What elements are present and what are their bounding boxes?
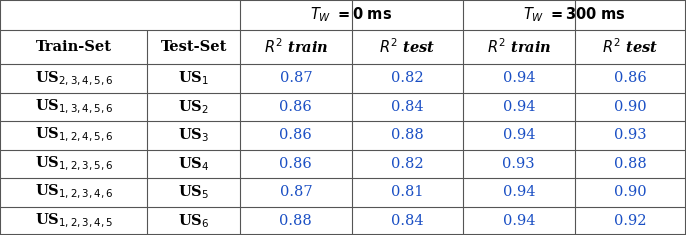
Text: 0.81: 0.81: [391, 185, 423, 199]
Text: 0.88: 0.88: [391, 128, 424, 142]
Text: US$_{1,2,3,4,6}$: US$_{1,2,3,4,6}$: [34, 183, 113, 201]
Text: 0.92: 0.92: [614, 214, 646, 228]
Text: 0.87: 0.87: [279, 185, 312, 199]
Text: US$_{1,2,3,4,5}$: US$_{1,2,3,4,5}$: [35, 212, 113, 230]
Text: 0.86: 0.86: [279, 128, 312, 142]
Text: 0.84: 0.84: [391, 214, 424, 228]
Text: US$_{1,2,4,5,6}$: US$_{1,2,4,5,6}$: [34, 126, 113, 145]
Text: 0.94: 0.94: [503, 128, 535, 142]
Text: Test-Set: Test-Set: [161, 40, 227, 54]
Text: 0.87: 0.87: [279, 71, 312, 85]
Text: US$_5$: US$_5$: [178, 184, 209, 201]
Text: 0.82: 0.82: [391, 71, 424, 85]
Text: US$_4$: US$_4$: [178, 155, 209, 173]
Text: 0.90: 0.90: [614, 100, 647, 114]
Text: 0.86: 0.86: [279, 100, 312, 114]
Text: 0.94: 0.94: [503, 71, 535, 85]
Text: $\mathit{T_W}$ $\mathbf{= 300}$ $\mathbf{ms}$: $\mathit{T_W}$ $\mathbf{= 300}$ $\mathbf…: [523, 6, 626, 24]
Text: US$_3$: US$_3$: [178, 126, 209, 144]
Text: $\mathit{R}^2$ train: $\mathit{R}^2$ train: [263, 38, 328, 56]
Text: 0.94: 0.94: [503, 185, 535, 199]
Text: 0.88: 0.88: [614, 157, 647, 171]
Text: US$_{1,3,4,5,6}$: US$_{1,3,4,5,6}$: [34, 98, 113, 116]
Text: 0.82: 0.82: [391, 157, 424, 171]
Text: 0.93: 0.93: [614, 128, 647, 142]
Text: US$_6$: US$_6$: [178, 212, 209, 230]
Text: 0.93: 0.93: [502, 157, 535, 171]
Text: $\mathit{R}^2$ test: $\mathit{R}^2$ test: [379, 38, 436, 56]
Text: US$_2$: US$_2$: [178, 98, 209, 116]
Text: US$_{1,2,3,5,6}$: US$_{1,2,3,5,6}$: [34, 155, 113, 173]
Text: 0.90: 0.90: [614, 185, 647, 199]
Text: 0.84: 0.84: [391, 100, 424, 114]
Text: $\mathit{R}^2$ test: $\mathit{R}^2$ test: [602, 38, 659, 56]
Text: 0.86: 0.86: [614, 71, 647, 85]
Text: 0.94: 0.94: [503, 214, 535, 228]
Text: US$_{2,3,4,5,6}$: US$_{2,3,4,5,6}$: [34, 69, 113, 88]
Text: US$_1$: US$_1$: [178, 70, 209, 87]
Text: Train-Set: Train-Set: [36, 40, 112, 54]
Text: $\mathit{R}^2$ train: $\mathit{R}^2$ train: [486, 38, 551, 56]
Text: $\mathit{T_W}$ $\mathbf{= 0}$ $\mathbf{ms}$: $\mathit{T_W}$ $\mathbf{= 0}$ $\mathbf{m…: [311, 6, 392, 24]
Text: 0.88: 0.88: [279, 214, 312, 228]
Text: 0.94: 0.94: [503, 100, 535, 114]
Text: 0.86: 0.86: [279, 157, 312, 171]
